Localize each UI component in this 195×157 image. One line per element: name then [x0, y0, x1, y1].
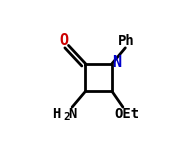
Text: O: O: [59, 33, 68, 48]
Text: N: N: [68, 107, 76, 121]
Text: Ph: Ph: [118, 34, 135, 48]
Text: 2: 2: [63, 112, 70, 122]
Text: N: N: [112, 55, 121, 70]
Text: OEt: OEt: [114, 107, 139, 121]
Text: H: H: [52, 107, 60, 121]
